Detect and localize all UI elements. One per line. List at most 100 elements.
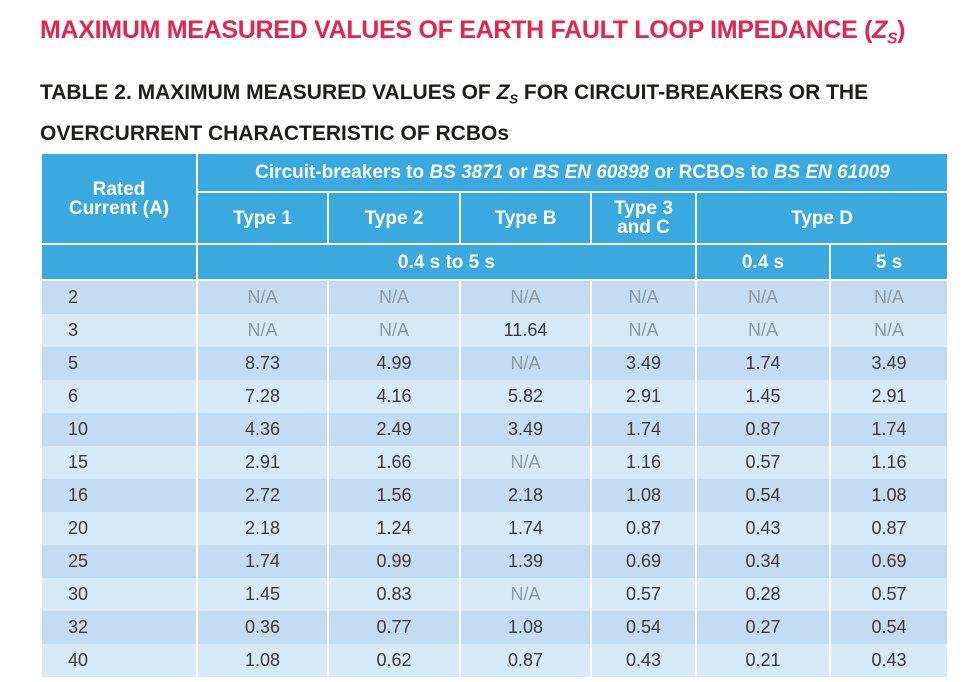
value-cell: 1.08 [196, 644, 329, 677]
value-cell: 0.43 [590, 644, 697, 677]
header-text: BS EN 61009 [773, 162, 890, 183]
table-row: 5 8.73 4.99 N/A 3.49 1.74 3.49 [40, 347, 950, 380]
header-text: BS 3871 [429, 162, 504, 183]
header-cell: 5 s [828, 243, 950, 281]
group-header: Circuit-breakers to BS 3871 or BS EN 608… [195, 152, 950, 193]
header-cell: Type 1 [196, 191, 329, 245]
value-cell: 4.16 [327, 380, 461, 413]
value-cell: 0.87 [828, 512, 950, 545]
title-subscript: S [509, 91, 519, 107]
rated-current-cell: 30 [40, 578, 198, 611]
value-cell: N/A [590, 280, 697, 314]
table-row: 6 7.28 4.16 5.82 2.91 1.45 2.91 [40, 380, 950, 413]
heading-close: ) [897, 16, 906, 44]
header-cell: Type D [694, 191, 950, 245]
value-cell: 0.54 [695, 479, 831, 512]
heading: MAXIMUM MEASURED VALUES OF EARTH FAULT L… [40, 16, 905, 48]
value-cell: 0.87 [459, 644, 592, 677]
rated-current-cell: 10 [40, 413, 198, 446]
value-cell: 1.45 [695, 380, 831, 413]
value-cell: 1.24 [327, 512, 461, 545]
value-cell: 0.57 [828, 578, 950, 611]
value-cell: N/A [327, 314, 461, 347]
value-cell: 4.36 [196, 413, 329, 446]
value-cell: 0.43 [828, 644, 950, 677]
rated-current-cell: 2 [40, 280, 198, 314]
title-text: FOR CIRCUIT-BREAKERS OR THE OVERCURRENT … [40, 81, 869, 145]
value-cell: N/A [459, 578, 592, 611]
value-cell: 1.45 [196, 578, 329, 611]
table-row: 16 2.72 1.56 2.18 1.08 0.54 1.08 [40, 479, 950, 512]
value-cell: 1.08 [590, 479, 697, 512]
value-cell: N/A [695, 280, 831, 314]
header-cell: 0.4 s [695, 243, 831, 281]
value-cell: 0.43 [695, 512, 831, 545]
value-cell: 0.27 [695, 611, 831, 644]
rated-current-cell: 6 [40, 380, 198, 413]
value-cell: 2.91 [196, 446, 329, 479]
table-title: TABLE 2. MAXIMUM MEASURED VALUES OF ZS F… [40, 76, 940, 151]
value-cell: N/A [695, 314, 831, 347]
table-body: 2 N/A N/A N/A N/A N/A N/A 3 N/A N/A 11.64 N/A N/A N/A… [40, 280, 950, 677]
header-text: BS EN 60898 [532, 162, 650, 183]
table-row: 2 N/A N/A N/A N/A N/A N/A [40, 280, 950, 314]
value-cell: 2.72 [196, 479, 329, 512]
value-cell: 1.56 [327, 479, 461, 512]
heading-subscript: S [887, 30, 898, 48]
rated-current-cell: 16 [40, 479, 198, 512]
value-cell: 1.08 [828, 479, 950, 512]
rated-current-cell: 3 [40, 314, 198, 347]
value-cell: 2.91 [828, 380, 950, 413]
rated-current-cell: 25 [40, 545, 198, 578]
value-cell: 2.18 [196, 512, 329, 545]
header-cell: Rated Current (A) [40, 152, 198, 245]
value-cell: 0.21 [695, 644, 831, 677]
value-cell: 4.99 [327, 347, 461, 380]
rated-current-cell: 40 [40, 644, 198, 677]
value-cell: 2.49 [327, 413, 461, 446]
value-cell: 3.49 [828, 347, 950, 380]
table-row: 30 1.45 0.83 N/A 0.57 0.28 0.57 [40, 578, 950, 611]
value-cell: 5.82 [459, 380, 592, 413]
value-cell: 0.57 [590, 578, 697, 611]
value-cell: 1.74 [590, 413, 697, 446]
title-text: TABLE 2. MAXIMUM MEASURED VALUES OF [40, 81, 497, 104]
rated-current-cell: 32 [40, 611, 198, 644]
value-cell: 0.69 [828, 545, 950, 578]
value-cell: 1.74 [828, 413, 950, 446]
value-cell: N/A [196, 314, 329, 347]
value-cell: 0.28 [695, 578, 831, 611]
header-text: Circuit-breakers to [255, 162, 430, 183]
heading-text: MAXIMUM MEASURED VALUES OF EARTH FAULT L… [40, 16, 873, 44]
header-text: or [503, 162, 533, 183]
value-cell: 3.49 [459, 413, 592, 446]
value-cell: 1.16 [828, 446, 950, 479]
header-cell: 0.4 s to 5 s [196, 243, 697, 281]
value-cell: N/A [828, 280, 950, 314]
value-cell: 1.74 [459, 512, 592, 545]
rated-current-cell: 15 [40, 446, 198, 479]
table-row: 20 2.18 1.24 1.74 0.87 0.43 0.87 [40, 512, 950, 545]
rated-current-cell: 20 [40, 512, 198, 545]
table-row: 40 1.08 0.62 0.87 0.43 0.21 0.43 [40, 644, 950, 677]
value-cell: N/A [196, 280, 329, 314]
header-cell [40, 243, 198, 281]
value-cell: N/A [327, 280, 461, 314]
value-cell: 0.77 [327, 611, 461, 644]
value-cell: 0.36 [196, 611, 329, 644]
value-cell: N/A [590, 314, 697, 347]
value-cell: 3.49 [590, 347, 697, 380]
value-cell: 0.62 [327, 644, 461, 677]
value-cell: 1.16 [590, 446, 697, 479]
value-cell: 0.69 [590, 545, 697, 578]
value-cell: 0.99 [327, 545, 461, 578]
value-cell: N/A [459, 347, 592, 380]
value-cell: 1.74 [196, 545, 329, 578]
value-cell: 2.18 [459, 479, 592, 512]
table-row: 15 2.91 1.66 N/A 1.16 0.57 1.16 [40, 446, 950, 479]
value-cell: 0.87 [590, 512, 697, 545]
value-cell: N/A [459, 280, 592, 314]
table-row: 32 0.36 0.77 1.08 0.54 0.27 0.54 [40, 611, 950, 644]
value-cell: N/A [459, 446, 592, 479]
